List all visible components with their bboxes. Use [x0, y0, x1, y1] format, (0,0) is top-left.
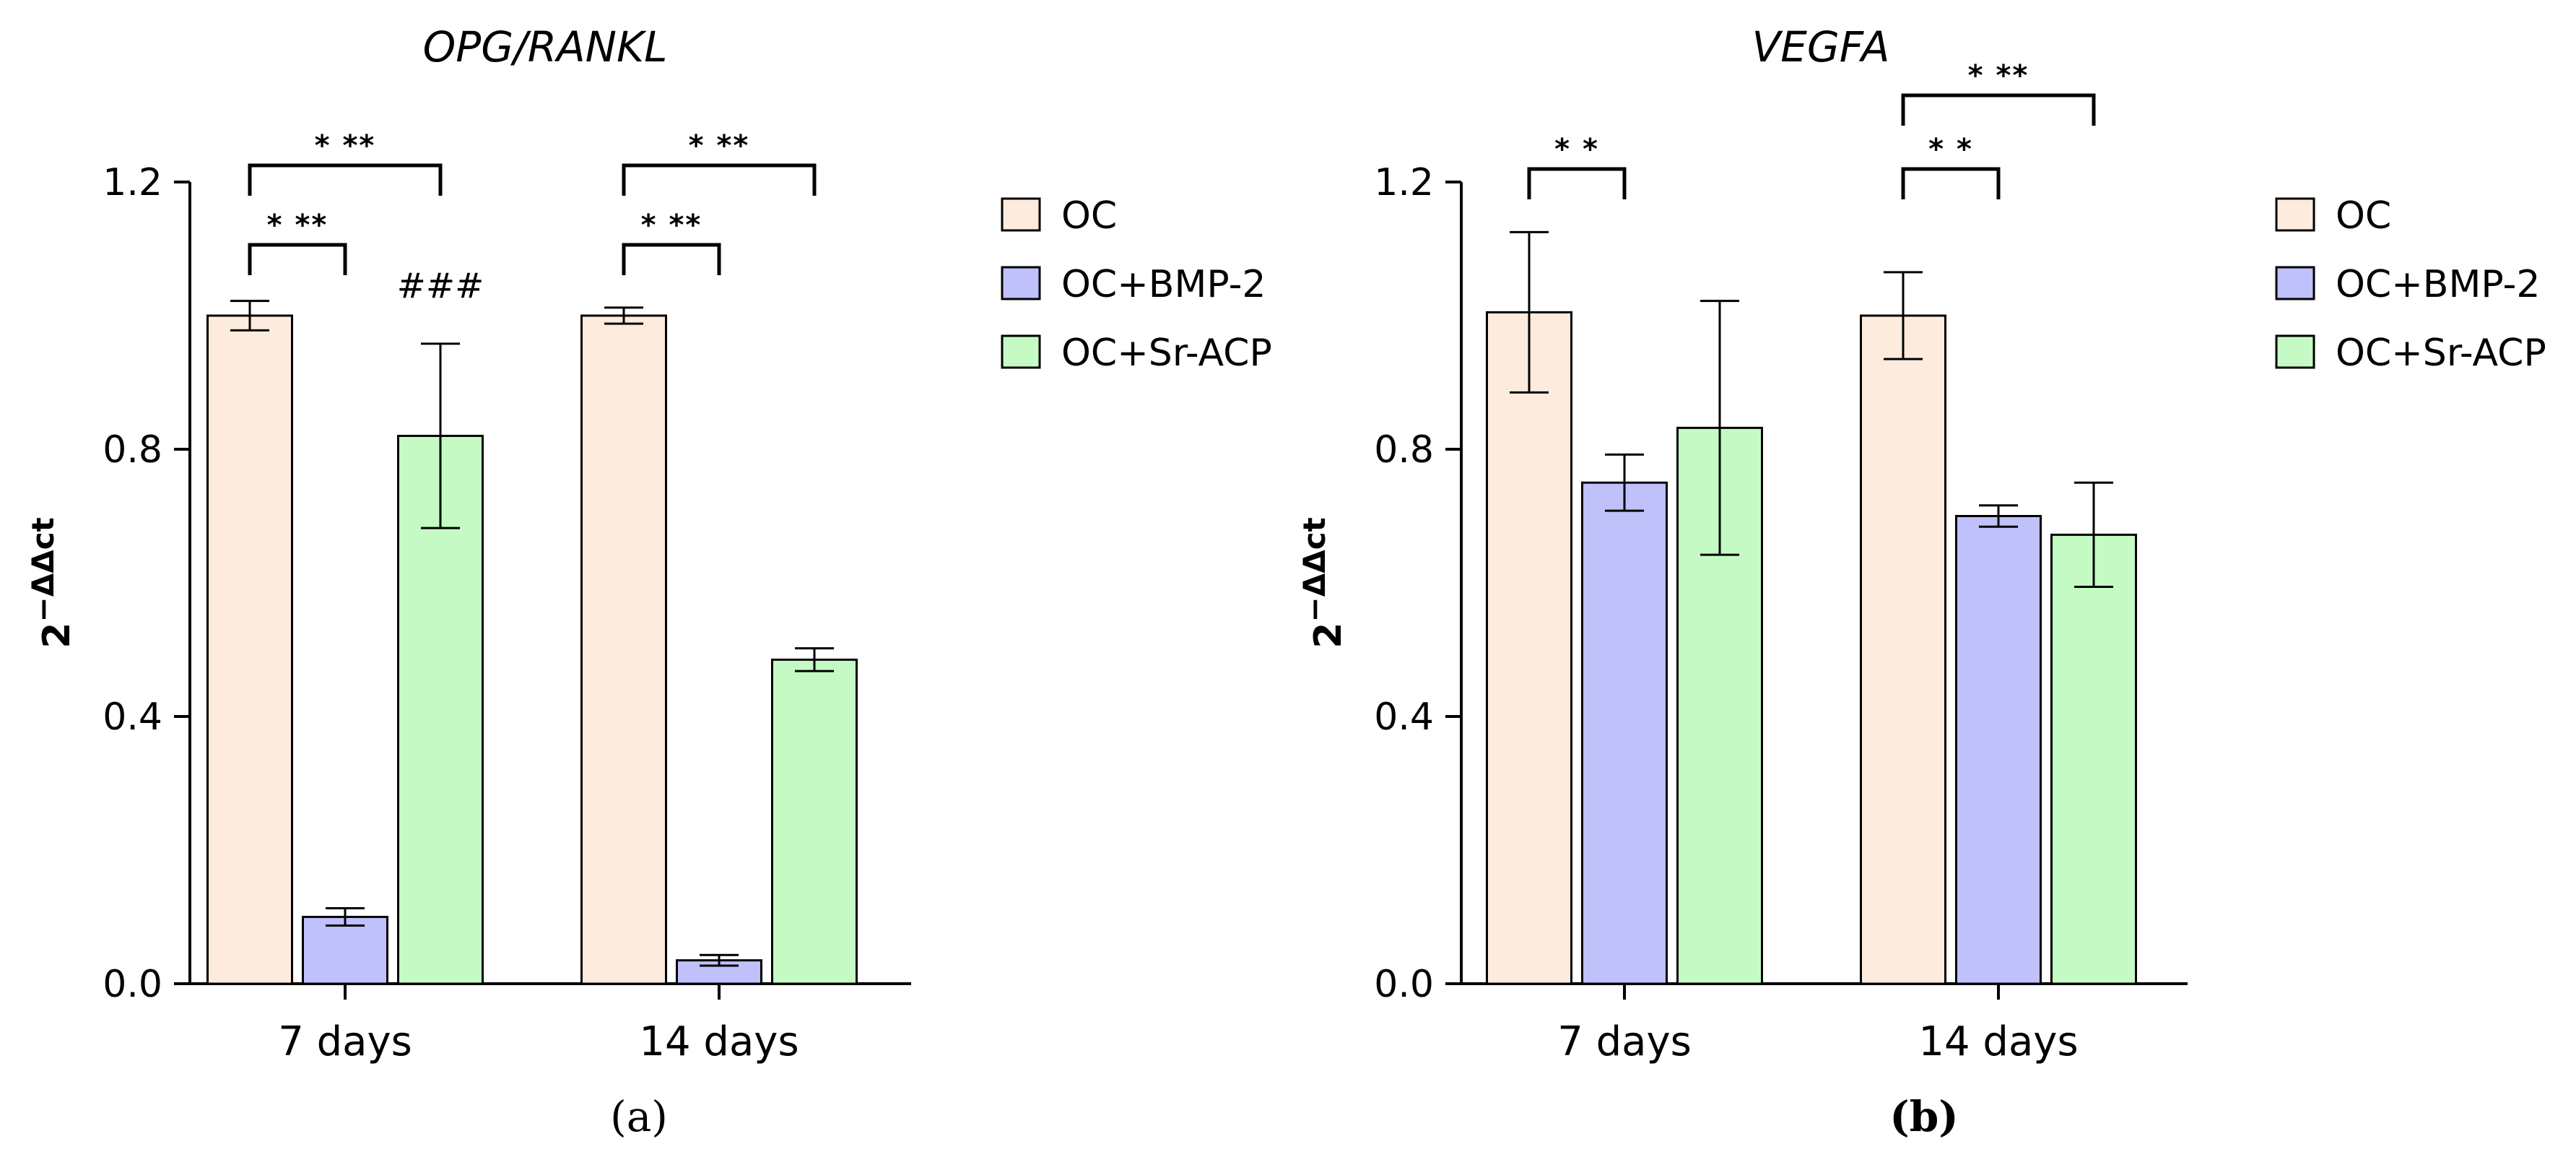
significance-label: * *: [1928, 133, 1973, 166]
bar: [206, 314, 293, 985]
legend-label: OC: [2336, 194, 2391, 238]
significance-label: * **: [641, 209, 702, 242]
y-tick-label: 0.4: [103, 696, 162, 739]
significance-label: * **: [1968, 59, 2029, 92]
y-axis-label-superscript: −ΔΔct: [25, 517, 61, 622]
bar: [1486, 311, 1572, 985]
legend-swatch: [2275, 334, 2315, 369]
legend-label: OC: [1061, 194, 1117, 238]
bar: [580, 314, 667, 985]
y-tick-label: 0.4: [1374, 696, 1434, 739]
legend-label: OC+BMP-2: [2336, 263, 2540, 306]
x-tick-label: 14 days: [1918, 1018, 2078, 1065]
bar: [1581, 481, 1668, 985]
significance-label: * *: [1554, 133, 1599, 166]
chart-panel-a: OPG/RANKL 2−ΔΔct 0.0 0.4 0.8 1.2 7 days 14 days…: [25, 22, 1272, 1141]
y-axis-label-base: 2: [1307, 623, 1350, 649]
x-tick-label: 14 days: [639, 1018, 799, 1065]
x-tick-label: 7 days: [278, 1018, 412, 1065]
bar: [771, 658, 858, 985]
significance-bracket: [1901, 93, 2096, 126]
significance-bracket: [248, 163, 443, 196]
legend-label: OC+BMP-2: [1061, 263, 1266, 306]
significance-label: * **: [689, 129, 750, 163]
y-tick-label: 0.0: [1374, 963, 1434, 1006]
x-tick-label: 7 days: [1557, 1018, 1692, 1065]
bar: [2050, 533, 2137, 985]
bar: [1955, 515, 2042, 985]
legend-swatch: [1001, 334, 1041, 369]
y-axis-label-base: 2: [35, 623, 79, 649]
significance-bracket: [1527, 167, 1627, 199]
y-tick-label: 1.2: [103, 161, 162, 204]
annotation-label: ###: [397, 266, 484, 306]
y-tick-label: 1.2: [1374, 161, 1434, 204]
y-axis-label-superscript: −ΔΔct: [1297, 517, 1332, 622]
panel-label: (a): [610, 1092, 668, 1141]
panel-label: (b): [1889, 1092, 1958, 1141]
y-tick-label: 0.8: [103, 428, 162, 472]
legend-swatch: [1001, 197, 1041, 232]
legend-label: OC+Sr-ACP: [2336, 332, 2546, 375]
y-tick-label: 0.8: [1374, 428, 1434, 472]
chart-title: OPG/RANKL: [423, 22, 668, 72]
bar: [302, 916, 388, 985]
significance-bracket: [622, 163, 817, 196]
legend-swatch: [1001, 266, 1041, 300]
significance-label: * **: [267, 209, 328, 242]
significance-bracket: [248, 243, 347, 275]
legend-label: OC+Sr-ACP: [1061, 332, 1272, 375]
significance-bracket: [1901, 167, 2001, 199]
legend-swatch: [2275, 197, 2315, 232]
significance-bracket: [622, 243, 721, 275]
chart-title: VEGFA: [1752, 22, 1890, 72]
y-tick-label: 0.0: [103, 963, 162, 1006]
y-axis-label: 2−ΔΔct: [25, 517, 79, 648]
bar: [1860, 314, 1946, 985]
legend-swatch: [2275, 266, 2315, 300]
significance-label: * **: [315, 129, 376, 163]
y-axis-label: 2−ΔΔct: [1297, 517, 1350, 648]
